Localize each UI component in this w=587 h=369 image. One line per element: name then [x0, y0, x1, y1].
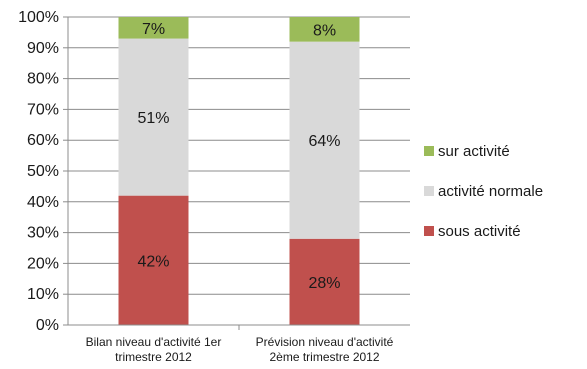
- y-tick-label: 90%: [27, 40, 59, 57]
- legend-swatch-activité-normale: [424, 186, 434, 196]
- bar-1-activité-normale: [289, 41, 360, 239]
- x-category-label: trimestre 2012: [115, 350, 192, 364]
- y-tick-label: 60%: [27, 132, 59, 149]
- y-axis: 0% 10% 20% 30% 40% 50% 60% 70% 80% 90% 100%: [18, 9, 69, 334]
- x-category-label: Bilan niveau d'activité 1er: [86, 335, 222, 349]
- y-tick-label: 100%: [18, 9, 59, 26]
- data-label: 8%: [313, 22, 336, 39]
- legend-swatch-sur-activité: [424, 146, 434, 156]
- y-tick-label: 80%: [27, 71, 59, 88]
- bars: [118, 17, 360, 325]
- x-category-label: Prévision niveau d'activité: [256, 335, 394, 349]
- y-tick-label: 0%: [36, 317, 59, 334]
- legend-swatch-sous-activité: [424, 226, 434, 236]
- y-tick-label: 10%: [27, 286, 59, 303]
- bar-1-sous-activité: [289, 238, 360, 325]
- y-tick-label: 50%: [27, 163, 59, 180]
- bar-0-sur-activité: [118, 17, 189, 39]
- y-tick-label: 70%: [27, 101, 59, 118]
- y-tick-label: 20%: [27, 255, 59, 272]
- y-tick-label: 40%: [27, 194, 59, 211]
- data-label: 7%: [142, 21, 165, 38]
- legend-label-sur-activité: sur activité: [438, 143, 510, 160]
- x-category-label: 2ème trimestre 2012: [269, 350, 379, 364]
- bar-0-activité-normale: [118, 38, 189, 196]
- legend-label-sous-activité: sous activité: [438, 223, 521, 240]
- data-label: 28%: [308, 275, 340, 292]
- bar-0-sous-activité: [118, 195, 189, 325]
- bar-1-sur-activité: [289, 17, 360, 42]
- legend-label-activité-normale: activité normale: [438, 183, 543, 200]
- data-label: 64%: [308, 133, 340, 150]
- data-label: 51%: [137, 110, 169, 127]
- y-tick-label: 30%: [27, 225, 59, 242]
- data-label: 42%: [137, 253, 169, 270]
- data-labels: 42% 51% 7% 28% 64% 8%: [137, 21, 340, 292]
- legend: sur activité activité normale sous activit…: [424, 143, 543, 240]
